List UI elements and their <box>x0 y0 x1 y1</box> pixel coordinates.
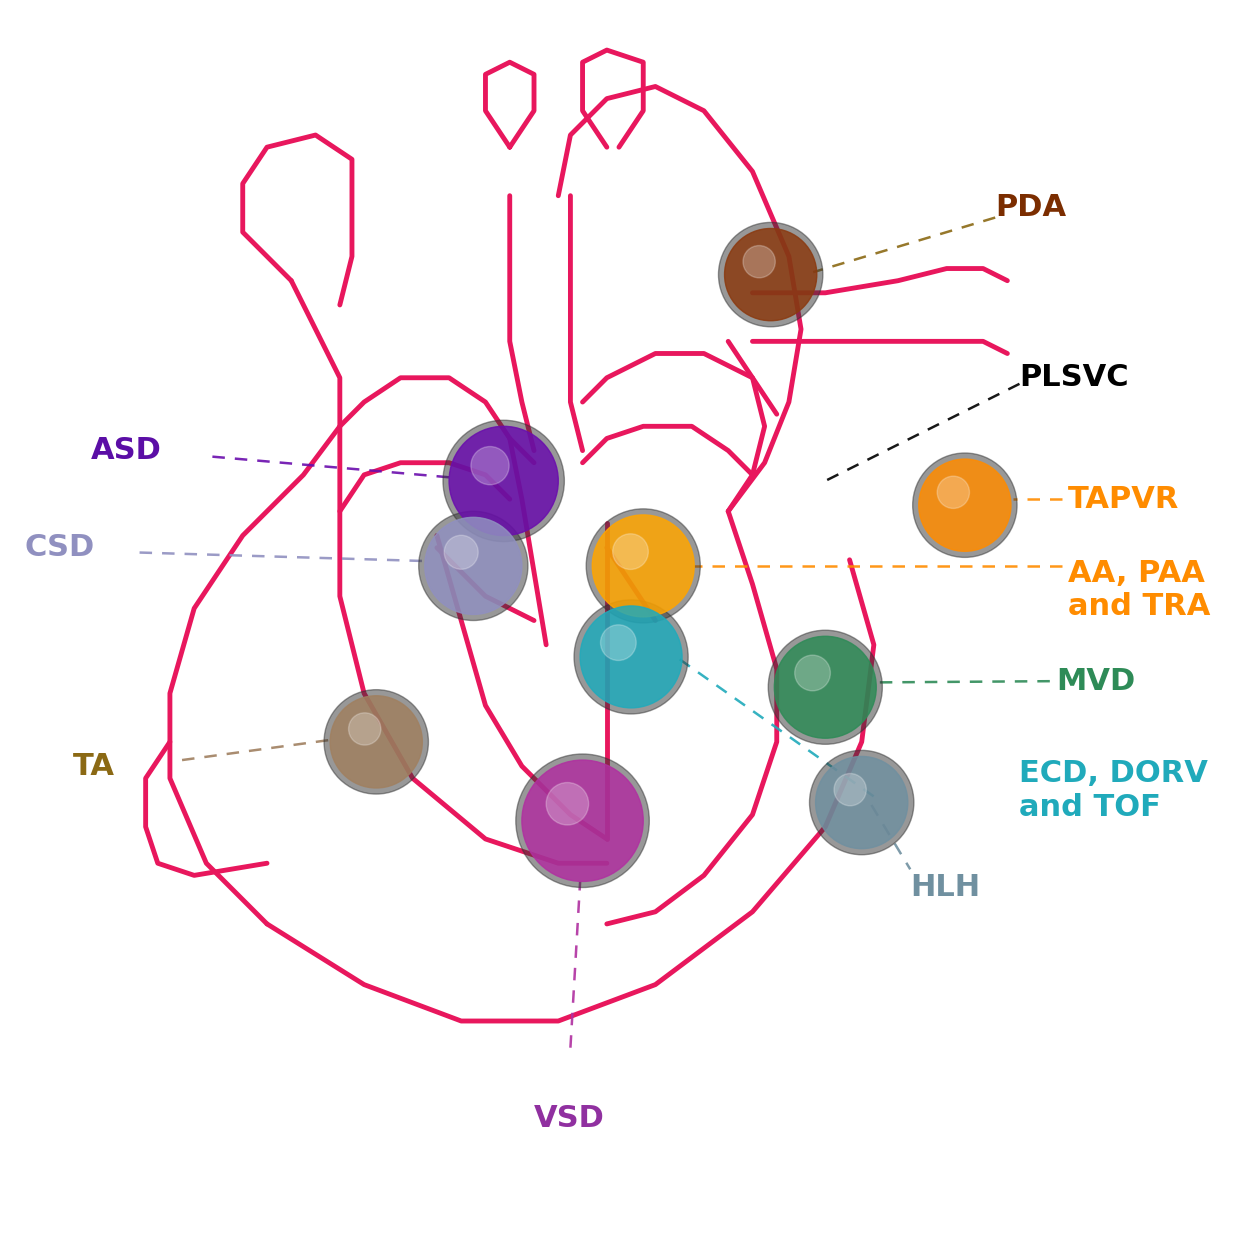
Circle shape <box>580 606 682 707</box>
Circle shape <box>515 755 650 887</box>
Circle shape <box>593 515 695 617</box>
Circle shape <box>522 759 644 881</box>
Text: TA: TA <box>72 752 115 781</box>
Circle shape <box>834 773 867 805</box>
Circle shape <box>547 783 589 825</box>
Circle shape <box>913 453 1017 557</box>
Text: PDA: PDA <box>995 194 1066 222</box>
Circle shape <box>743 246 776 278</box>
Text: PLSVC: PLSVC <box>1020 364 1129 392</box>
Text: TAPVR: TAPVR <box>1068 485 1179 514</box>
Text: CSD: CSD <box>24 534 95 562</box>
Text: AA, PAA
and TRA: AA, PAA and TRA <box>1068 558 1210 622</box>
Circle shape <box>774 637 876 738</box>
Circle shape <box>586 509 700 623</box>
Text: VSD: VSD <box>534 1103 605 1133</box>
Circle shape <box>768 630 883 745</box>
Circle shape <box>574 599 688 714</box>
Circle shape <box>725 228 817 320</box>
Circle shape <box>349 712 381 745</box>
Text: ECD, DORV
and TOF: ECD, DORV and TOF <box>1020 759 1209 822</box>
Circle shape <box>600 624 636 660</box>
Circle shape <box>919 459 1011 551</box>
Circle shape <box>718 222 823 326</box>
Circle shape <box>443 421 564 541</box>
Circle shape <box>444 535 478 570</box>
Circle shape <box>809 751 914 855</box>
Circle shape <box>937 477 970 509</box>
Text: HLH: HLH <box>910 872 980 902</box>
Text: MVD: MVD <box>1056 666 1135 696</box>
Circle shape <box>324 690 428 794</box>
Text: ASD: ASD <box>91 436 162 465</box>
Circle shape <box>330 696 422 788</box>
Circle shape <box>425 517 522 614</box>
Circle shape <box>815 757 908 849</box>
Circle shape <box>418 511 528 620</box>
Circle shape <box>471 447 509 485</box>
Circle shape <box>794 655 830 691</box>
Circle shape <box>449 427 558 536</box>
Circle shape <box>613 534 649 570</box>
